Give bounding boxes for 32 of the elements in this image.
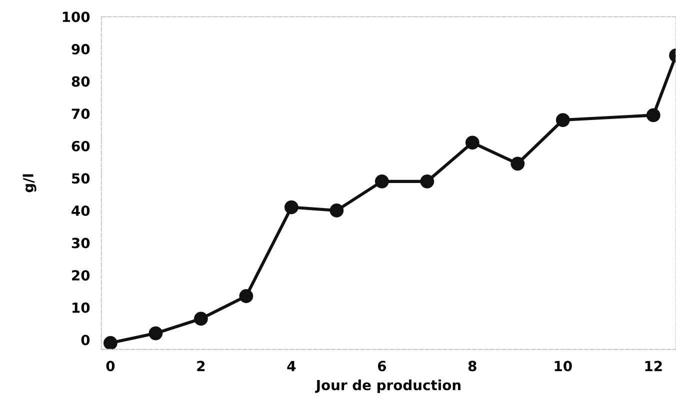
point: [420, 174, 434, 188]
point: [239, 289, 254, 304]
y-tick-label: 60: [72, 140, 90, 152]
x-tick-label: 4: [287, 360, 296, 372]
y-tick-label: 80: [72, 76, 90, 87]
point: [374, 174, 389, 188]
point: [330, 204, 344, 218]
x-tick-label: 12: [645, 360, 662, 372]
point: [465, 136, 480, 150]
y-tick-label: 0: [81, 334, 90, 346]
x-axis-title: Jour de production: [315, 380, 460, 393]
point: [104, 336, 118, 350]
y-tick-label: 40: [72, 205, 90, 216]
x-tick-label: 0: [106, 360, 115, 372]
point: [194, 312, 208, 326]
point: [646, 108, 660, 122]
y-tick-label: 100: [62, 12, 90, 22]
y-tick-label: 90: [72, 44, 90, 54]
point: [556, 113, 570, 127]
y-tick-label: 70: [72, 108, 90, 120]
x-tick-label: 2: [197, 360, 205, 372]
y-tick-label: 10: [72, 302, 90, 313]
y-tick-label: 50: [72, 173, 90, 184]
x-tick-label: 10: [554, 360, 572, 372]
point: [148, 326, 163, 340]
point: [284, 200, 298, 214]
point: [510, 156, 525, 171]
x-tick-label: 6: [378, 360, 386, 372]
y-axis-title: g/l: [22, 174, 36, 192]
x-tick-label: 8: [468, 360, 476, 372]
y-tick-label: 20: [72, 270, 90, 281]
y-tick-label: 30: [72, 238, 90, 248]
